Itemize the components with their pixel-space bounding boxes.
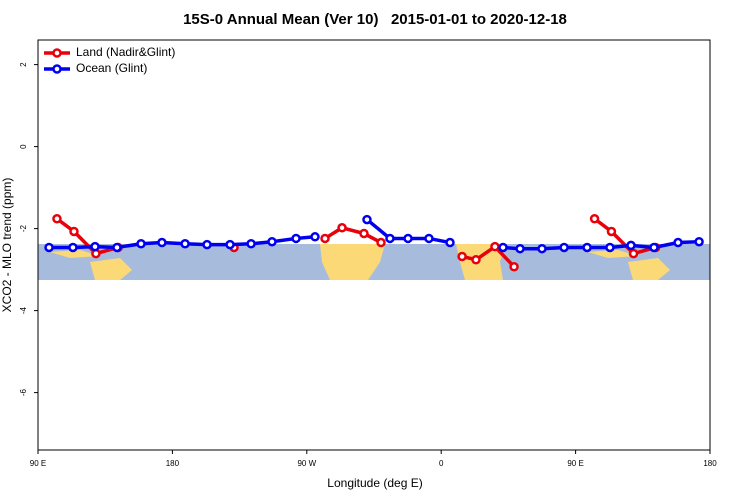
point [457, 251, 467, 262]
point [246, 239, 256, 249]
point [337, 223, 347, 233]
point [403, 233, 413, 244]
land-shape [50, 250, 100, 258]
y-tick-label: 2 [19, 62, 28, 67]
point [202, 239, 212, 250]
x-tick-label: 90 W [297, 459, 316, 468]
land-shape [90, 258, 132, 280]
point [589, 214, 600, 224]
point [359, 228, 369, 239]
y-axis-label: XCO2 - MLO trend (ppm) [0, 178, 14, 313]
y-tick-label: 0 [19, 144, 28, 149]
point [498, 242, 508, 253]
point [537, 243, 547, 254]
x-tick-label: 180 [703, 459, 717, 468]
point [44, 242, 54, 253]
point [515, 243, 525, 254]
point [157, 237, 167, 248]
legend-label: Ocean (Glint) [76, 61, 147, 75]
x-tick-label: 90 E [30, 459, 46, 468]
point [490, 241, 500, 252]
point [320, 233, 330, 244]
land-shape [588, 250, 638, 258]
point [471, 255, 481, 265]
point [385, 233, 395, 244]
point [52, 214, 62, 224]
point [225, 239, 235, 250]
point [606, 226, 617, 237]
point [267, 236, 277, 247]
point [673, 237, 683, 248]
land-shape [320, 244, 385, 280]
point [362, 214, 372, 225]
land-shape [456, 244, 505, 280]
legend-label: Land (Nadir&Glint) [76, 45, 175, 59]
point [582, 242, 592, 253]
point [626, 240, 636, 251]
point [424, 233, 434, 244]
legend-marker [52, 64, 62, 74]
point [310, 232, 320, 242]
series-line [55, 217, 657, 268]
point [291, 233, 301, 244]
point [376, 237, 386, 248]
legend-marker [52, 48, 62, 58]
point [69, 226, 79, 237]
y-tick-label: -4 [19, 306, 28, 314]
point [68, 242, 78, 253]
x-tick-label: 180 [166, 459, 180, 468]
point [445, 237, 455, 248]
point [694, 236, 704, 247]
map-strip [38, 244, 710, 280]
point [90, 241, 100, 252]
y-tick-label: -6 [19, 388, 28, 396]
point [136, 239, 146, 249]
point [649, 242, 659, 253]
point [559, 242, 569, 253]
point [509, 261, 519, 272]
point [628, 248, 639, 259]
y-tick-label: -2 [19, 224, 28, 232]
x-axis-label: Longitude (deg E) [327, 476, 422, 490]
x-tick-label: 90 E [567, 459, 583, 468]
point [112, 242, 122, 253]
point [605, 242, 615, 253]
chart-title: 15S-0 Annual Mean (Ver 10) 2015-01-01 to… [183, 11, 567, 28]
x-tick-label: 0 [439, 459, 444, 468]
point [180, 239, 190, 249]
land-shape [628, 258, 670, 280]
plot-frame [37, 39, 711, 451]
